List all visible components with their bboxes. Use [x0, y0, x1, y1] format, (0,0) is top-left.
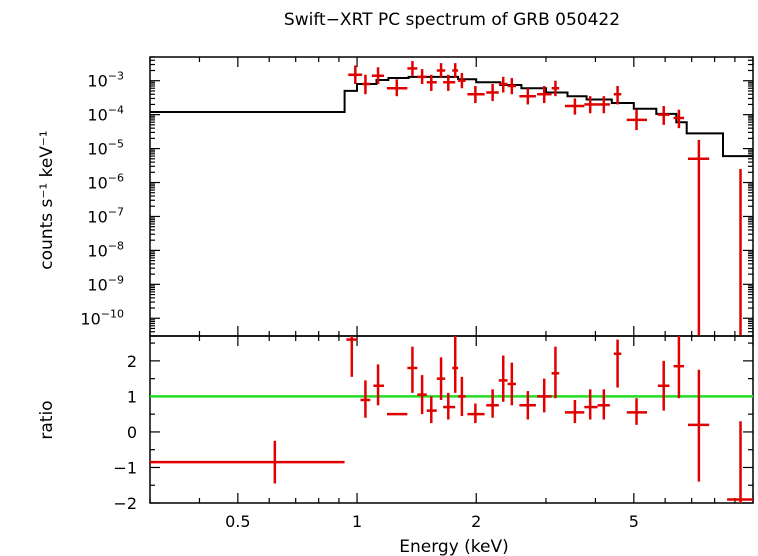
- bottom-data-point: [150, 440, 345, 484]
- top-data-point: [551, 80, 560, 97]
- top-y-tick-exponent: −10: [101, 307, 124, 320]
- top-panel-spectrum: 10−3 10−4 10−5 10−6 10−7 10−8 10−9 10−10: [80, 56, 754, 337]
- bottom-data-point: [436, 357, 446, 400]
- bottom-data-point: [551, 346, 560, 399]
- top-data-point: [584, 96, 598, 114]
- top-data-point: [537, 85, 552, 104]
- bottom-data-point: [564, 399, 585, 424]
- bottom-data-point: [626, 398, 648, 425]
- bottom-data-point: [458, 376, 466, 416]
- top-data-point: [452, 63, 459, 79]
- bottom-y-tick-label: 2: [127, 352, 137, 371]
- bottom-data-point: [597, 389, 610, 420]
- bottom-data-point: [346, 336, 358, 377]
- top-data-point: [507, 78, 516, 95]
- bottom-y-tick-label: 0: [127, 423, 137, 442]
- bottom-data-point: [519, 391, 536, 420]
- bottom-data-point: [486, 389, 499, 418]
- bottom-data-point: [407, 346, 418, 393]
- top-y-tick-label: 10−6: [87, 172, 124, 193]
- top-data-point: [386, 79, 408, 97]
- top-data-point: [443, 74, 456, 91]
- top-y-axis-label: counts s⁻¹ keV⁻¹: [37, 130, 57, 269]
- top-data-point: [407, 61, 418, 76]
- bottom-data-point: [373, 364, 385, 406]
- top-data-point: [371, 67, 385, 85]
- bottom-data-point: [426, 396, 437, 424]
- top-data-point: [467, 85, 485, 104]
- top-y-tick-label: 10−10: [80, 307, 124, 328]
- top-y-tick-label: 10−5: [87, 138, 124, 159]
- top-y-tick-label: 10−9: [87, 273, 124, 294]
- top-data-point: [613, 85, 622, 105]
- x-axis-label: Energy (keV): [399, 537, 509, 556]
- bottom-data-point: [452, 336, 459, 393]
- bottom-data-point: [498, 355, 508, 402]
- top-data-point: [348, 65, 363, 85]
- top-data-point: [626, 109, 648, 131]
- top-y-tick-label: 10−7: [87, 205, 124, 226]
- top-data-point: [498, 76, 508, 93]
- top-y-tick-exponent: −8: [108, 239, 124, 252]
- top-data-point: [564, 98, 585, 115]
- top-data-point: [458, 72, 466, 89]
- x-tick-label: 2: [471, 512, 481, 531]
- bottom-data-point: [507, 362, 516, 406]
- bottom-data-point: [727, 421, 753, 503]
- top-y-tick-exponent: −6: [108, 172, 124, 185]
- bottom-data-point: [584, 389, 598, 420]
- bottom-data-point: [537, 378, 552, 413]
- top-data-point: [486, 84, 499, 102]
- top-data-point: [673, 109, 685, 129]
- x-tick-label: 0.5: [225, 512, 250, 531]
- x-tick-label: 5: [629, 512, 639, 531]
- bottom-panel-frame: [149, 335, 754, 504]
- top-data-point: [436, 63, 446, 79]
- bottom-data-point: [687, 369, 710, 482]
- top-y-tick-exponent: −5: [108, 138, 124, 151]
- x-tick-label: 1: [352, 512, 362, 531]
- top-data-point: [597, 96, 610, 114]
- bottom-data-point: [443, 392, 456, 420]
- top-data-point: [519, 88, 536, 105]
- top-data-point: [687, 139, 710, 336]
- top-data-point: [417, 69, 427, 85]
- top-y-tick-label: 10−3: [87, 70, 124, 91]
- bottom-y-tick-label: −2: [113, 494, 137, 513]
- top-y-tick-exponent: −4: [108, 104, 124, 117]
- top-data-point: [426, 74, 437, 91]
- bottom-y-axis-label: ratio: [37, 400, 57, 439]
- top-y-tick-label: 10−4: [87, 104, 124, 125]
- bottom-data-point: [613, 339, 622, 388]
- bottom-data-point: [360, 380, 371, 418]
- chart-title: Swift−XRT PC spectrum of GRB 050422: [284, 10, 620, 30]
- bottom-y-tick-label: 1: [127, 387, 137, 406]
- bottom-data-point: [657, 360, 670, 411]
- top-data-point: [657, 105, 670, 125]
- top-y-tick-exponent: −9: [108, 273, 124, 286]
- top-y-tick-label: 10−8: [87, 239, 124, 260]
- bottom-panel-ratio: 0.5 1 2 5 −2 −1 0 1 2: [113, 335, 754, 531]
- bottom-data-point: [673, 336, 685, 399]
- bottom-data-point: [467, 403, 485, 424]
- bottom-data-point: [417, 375, 427, 415]
- bottom-y-tick-label: −1: [113, 458, 137, 477]
- top-data-point: [362, 74, 371, 95]
- top-panel-frame: [149, 56, 754, 337]
- top-y-tick-exponent: −7: [108, 205, 124, 218]
- top-y-tick-exponent: −3: [108, 70, 124, 83]
